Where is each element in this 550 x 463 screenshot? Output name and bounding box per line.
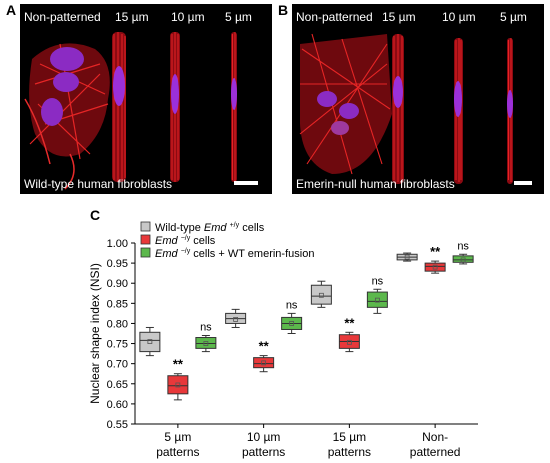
y-tick-label-5: 0.80: [107, 318, 128, 330]
box-s1-c0: [167, 375, 189, 395]
annotation-6: **: [430, 244, 441, 259]
y-tick-label-0: 0.55: [107, 419, 128, 431]
scale-bar-a: [234, 181, 258, 185]
annotation-0: **: [173, 357, 184, 372]
caption-b: Emerin-null human fibroblasts: [296, 177, 455, 191]
mean-s2-c3: [460, 257, 466, 263]
mean-s2-c2: [374, 297, 380, 303]
label-a-non-patterned: Non-patterned: [24, 10, 101, 24]
mean-s0-c2: [318, 292, 324, 298]
y-axis-label: Nuclear shape index (NSI): [88, 263, 102, 404]
panel-letter-a: A: [6, 2, 17, 18]
x-tick-label-2-1: patterns: [328, 445, 371, 459]
mean-s1-c2: [346, 339, 352, 345]
micrograph-b-image: [299, 33, 513, 184]
scale-bar-b: [514, 181, 532, 185]
panel-letter-c: C: [90, 207, 101, 223]
mean-s1-c3: [432, 264, 438, 270]
annotation-4: **: [344, 315, 355, 330]
box-s1-c3: [424, 262, 446, 272]
mean-s1-c1: [261, 360, 267, 366]
box-s0-c2: [310, 284, 332, 305]
legend-entry-1: Emd −/y cells: [155, 235, 216, 247]
panel-letter-b: B: [278, 2, 289, 18]
mean-s0-c3: [404, 254, 410, 260]
y-tick-label-4: 0.75: [107, 339, 128, 351]
legend-swatch-1: [140, 234, 151, 245]
label-a-15um: 15 µm: [115, 10, 149, 24]
x-tick-label-3-0: Non-: [422, 430, 448, 444]
x-tick-label-0-1: patterns: [156, 445, 199, 459]
label-b-5um: 5 µm: [500, 10, 527, 24]
x-tick-label-1-1: patterns: [242, 445, 285, 459]
label-b-15um: 15 µm: [382, 10, 416, 24]
x-tick-label-3-1: patterned: [410, 445, 461, 459]
label-a-5um: 5 µm: [225, 10, 252, 24]
x-tick-label-0-0: 5 µm: [164, 430, 191, 444]
box-s2-c2: [366, 291, 388, 308]
x-tick-label-2-0: 15 µm: [333, 430, 367, 444]
nsi-box-chart: 0.55 0.60 0.65 0.70 0.75 0.80 0.85 0.90 0.95 1.00…: [88, 221, 478, 459]
box-s0-c0: [139, 331, 161, 353]
annotation-5: ns: [372, 275, 384, 287]
mean-s2-c0: [203, 341, 209, 346]
y-tick-label-8: 0.95: [107, 258, 128, 270]
legend-entry-0: Wild-type Emd +/y cells: [155, 222, 265, 234]
label-a-10um: 10 µm: [171, 10, 205, 24]
box-s2-c3: [452, 255, 474, 263]
mean-s1-c0: [175, 382, 181, 388]
y-tick-label-1: 0.60: [107, 399, 128, 411]
y-tick-label-6: 0.85: [107, 298, 128, 310]
y-tick-label-9: 1.00: [107, 238, 128, 250]
caption-a: Wild-type human fibroblasts: [24, 177, 173, 191]
label-b-10um: 10 µm: [442, 10, 476, 24]
micrograph-panel-a: Non-patterned 15 µm 10 µm 5 µm Wild-type…: [20, 4, 272, 194]
micrograph-panel-b: Non-patterned 15 µm 10 µm 5 µm Emerin-nu…: [292, 4, 544, 194]
x-tick-label-1-0: 10 µm: [247, 430, 281, 444]
y-tick-label-3: 0.70: [107, 359, 128, 371]
legend-swatch-0: [140, 221, 151, 232]
annotation-7: ns: [457, 240, 469, 252]
mean-s0-c1: [233, 317, 239, 322]
annotation-1: ns: [200, 322, 212, 334]
y-tick-label-7: 0.90: [107, 278, 128, 290]
legend-swatch-2: [140, 247, 151, 258]
legend-entry-2: Emd −/y cells + WT emerin-fusion: [155, 248, 314, 260]
box-s2-c0: [195, 337, 217, 349]
annotation-2: **: [259, 339, 270, 354]
label-b-non-patterned: Non-patterned: [296, 10, 373, 24]
annotation-3: ns: [286, 299, 298, 311]
y-tick-label-2: 0.65: [107, 379, 128, 391]
micrograph-a-image: [24, 32, 237, 190]
mean-s2-c1: [289, 321, 295, 326]
box-s1-c1: [253, 357, 275, 369]
mean-s0-c0: [147, 339, 153, 344]
